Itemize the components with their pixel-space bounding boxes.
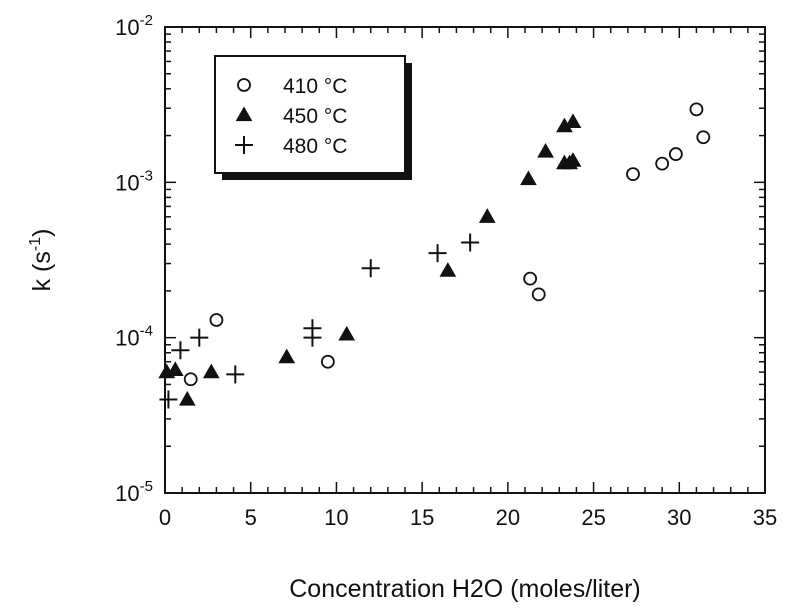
data-point xyxy=(361,259,380,278)
y-tick-label: 10-5 xyxy=(115,478,153,506)
legend: 410 °C 450 °C 480 °C xyxy=(214,55,412,180)
legend-marker xyxy=(235,136,253,154)
legend-label: 410 °C xyxy=(283,75,347,98)
x-tick-label: 20 xyxy=(496,505,520,530)
y-tick-label-exponent: -4 xyxy=(140,323,153,340)
y-tick-labels: 10-510-410-310-2 xyxy=(115,12,153,506)
data-point xyxy=(564,113,582,129)
y-axis-title-exponent: -1 xyxy=(27,237,44,251)
x-tick-label: 30 xyxy=(667,505,691,530)
y-tick-label-base: 10 xyxy=(115,326,139,351)
data-point xyxy=(564,152,582,167)
data-point xyxy=(320,354,335,369)
y-tick-label-exponent: -2 xyxy=(140,12,153,29)
x-tick-label: 25 xyxy=(581,505,605,530)
plot-frame xyxy=(164,26,766,494)
legend-marker xyxy=(237,78,251,92)
data-point xyxy=(338,325,356,341)
y-tick-label-exponent: -3 xyxy=(140,167,153,184)
x-tick-label: 5 xyxy=(245,505,257,530)
y-axis-title: k (s-1) xyxy=(27,229,56,292)
data-point xyxy=(226,365,245,384)
y-tick-label-base: 10 xyxy=(115,170,139,195)
data-point xyxy=(461,233,480,252)
series-2 xyxy=(158,113,582,406)
x-tick-labels: 0 5 10 15 20 25 30 35 xyxy=(159,505,777,530)
data-point xyxy=(303,328,322,347)
y-tick-label-exponent: -5 xyxy=(140,478,153,495)
x-tick-label: 15 xyxy=(410,505,434,530)
x-tick-label: 10 xyxy=(324,505,348,530)
data-point xyxy=(278,348,296,364)
data-point xyxy=(171,341,190,360)
x-axis-title: Concentration H2O (moles/liter) xyxy=(289,575,641,603)
data-point xyxy=(696,130,711,145)
data-point xyxy=(655,156,670,171)
data-point xyxy=(537,142,554,158)
data-point xyxy=(166,361,184,377)
data-points xyxy=(158,102,711,409)
legend-label: 450 °C xyxy=(283,105,347,128)
data-point xyxy=(209,313,224,327)
data-point xyxy=(183,372,198,387)
legend-items: 410 °C 450 °C 480 °C xyxy=(235,75,347,158)
data-point xyxy=(178,390,196,406)
data-point xyxy=(478,208,496,223)
x-tick-label: 35 xyxy=(753,505,777,530)
series-1 xyxy=(183,102,711,387)
data-point xyxy=(159,390,178,409)
y-tick-label: 10-3 xyxy=(115,167,153,195)
legend-marker xyxy=(235,106,253,122)
data-point xyxy=(531,287,546,302)
data-point xyxy=(428,244,447,263)
y-axis-title-tail: ) xyxy=(28,229,56,237)
legend-label: 480 °C xyxy=(283,135,347,158)
y-tick-label-base: 10 xyxy=(115,15,139,40)
y-tick-label: 10-4 xyxy=(115,323,153,351)
data-point xyxy=(626,167,640,181)
x-tick-label: 0 xyxy=(159,505,171,530)
data-point xyxy=(439,262,457,277)
y-tick-label-base: 10 xyxy=(115,481,139,506)
y-axis-title-base: k (s xyxy=(28,251,56,291)
data-point xyxy=(689,102,704,117)
data-point xyxy=(190,328,209,347)
data-point xyxy=(668,147,683,161)
y-tick-label: 10-2 xyxy=(115,12,153,40)
data-point xyxy=(520,170,537,186)
data-point xyxy=(202,363,220,379)
data-point xyxy=(523,271,538,286)
series-3 xyxy=(159,233,480,409)
